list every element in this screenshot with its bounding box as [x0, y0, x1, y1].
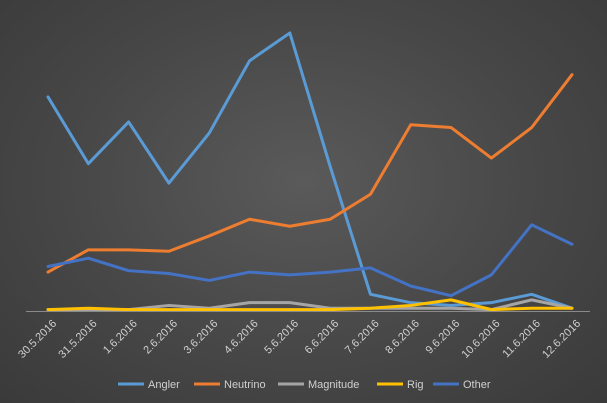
x-tick-label: 31.5.2016 — [56, 318, 99, 361]
x-tick-label: 3.6.2016 — [182, 318, 221, 357]
x-tick-label: 10.6.2016 — [460, 318, 503, 361]
legend-label: Angler — [148, 379, 180, 391]
series-line-angler — [46, 31, 574, 310]
x-tick-label: 1.6.2016 — [101, 318, 140, 357]
x-tick-label: 6.6.2016 — [303, 318, 342, 357]
x-tick-label: 9.6.2016 — [424, 318, 463, 357]
x-tick-label: 2.6.2016 — [141, 318, 180, 357]
x-tick-label: 12.6.2016 — [540, 318, 583, 361]
series-line-other — [46, 223, 574, 298]
x-tick-label: 30.5.2016 — [16, 318, 59, 361]
series-line-rig — [46, 298, 574, 312]
legend-item-rig: Rig — [377, 379, 424, 391]
legend-label: Neutrino — [224, 379, 266, 391]
legend-label: Rig — [407, 379, 424, 391]
x-tick-label: 5.6.2016 — [262, 318, 301, 357]
series-layer — [46, 31, 574, 312]
series-line-neutrino — [46, 73, 574, 274]
x-tick-label: 4.6.2016 — [222, 318, 261, 357]
x-tick-label: 7.6.2016 — [343, 318, 382, 357]
x-tick-label: 8.6.2016 — [383, 318, 422, 357]
legend-item-angler: Angler — [118, 379, 180, 391]
legend-label: Magnitude — [308, 379, 359, 391]
x-tick-label: 11.6.2016 — [500, 318, 543, 361]
legend-item-magnitude: Magnitude — [278, 379, 359, 391]
legend-item-other: Other — [433, 379, 491, 391]
legend-label: Other — [463, 379, 491, 391]
legend-item-neutrino: Neutrino — [194, 379, 266, 391]
legend: Angler Neutrino Magnitude Rig Other — [118, 379, 491, 391]
